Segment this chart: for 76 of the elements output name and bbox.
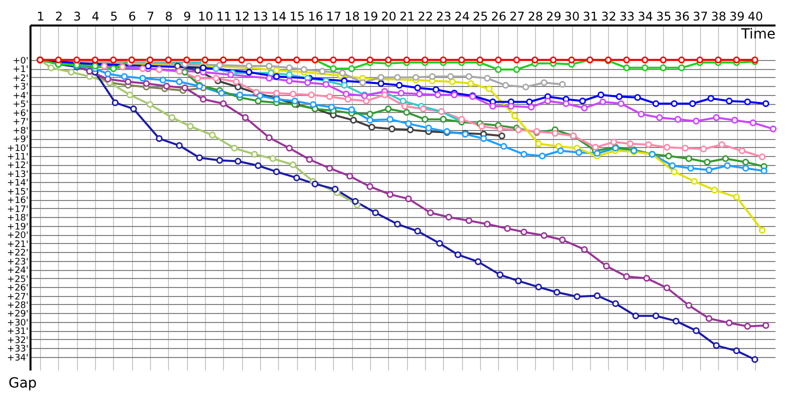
x-tick-label: 10	[198, 10, 214, 24]
x-tick-label: 15	[290, 10, 305, 24]
x-tick-label: 20	[381, 10, 396, 24]
y-tick-label: +9'	[12, 135, 28, 146]
x-tick-label: 23	[436, 10, 452, 24]
x-tick-label: 7	[146, 10, 154, 24]
x-tick-label: 27	[509, 10, 525, 24]
y-tick-label: +8'	[12, 126, 28, 136]
y-tick-label: +0'	[12, 56, 28, 66]
y-tick-label: +24'	[7, 266, 28, 276]
x-tick-label: 28	[528, 10, 544, 24]
x-tick-label: 12	[234, 10, 250, 24]
x-tick-label: 33	[619, 10, 635, 24]
x-tick-label: 24	[454, 10, 470, 24]
y-tick-label: +15'	[7, 187, 28, 198]
x-tick-label: 16	[308, 10, 324, 24]
y-tick-label: +2'	[12, 74, 28, 84]
y-axis-title: Gap	[8, 376, 37, 392]
y-tick-label: +30'	[7, 318, 28, 328]
y-tick-label: +31'	[7, 327, 28, 338]
y-tick-label: +17'	[7, 204, 28, 215]
x-tick-label: 29	[546, 10, 562, 24]
y-tick-label: +7'	[12, 118, 28, 128]
x-tick-label: 26	[491, 10, 506, 24]
x-tick-label: 2	[55, 10, 63, 24]
y-tick-label: +33'	[7, 344, 28, 355]
y-tick-label: +14'	[7, 178, 28, 189]
x-tick-label: 34	[638, 10, 654, 24]
x-tick-label: 31	[582, 10, 598, 24]
x-tick-label: 18	[344, 10, 360, 24]
x-tick-label: 4	[92, 10, 100, 24]
x-tick-label: 19	[362, 10, 378, 24]
y-tick-label: +10'	[7, 144, 28, 154]
y-tick-label: +13'	[7, 170, 28, 180]
y-tick-label: +34'	[7, 353, 28, 364]
y-tick-label: +1'	[12, 65, 28, 76]
y-tick-label: +18'	[7, 214, 28, 224]
y-tick-label: +20'	[7, 231, 28, 242]
x-tick-label: 11	[216, 10, 232, 24]
y-tick-label: +32'	[7, 336, 28, 346]
x-tick-label: 22	[418, 10, 434, 24]
x-tick-label: 39	[729, 10, 745, 24]
x-tick-label: 3	[73, 10, 82, 24]
y-tick-label: +16'	[7, 196, 28, 206]
y-tick-label: +28'	[7, 300, 28, 311]
x-axis-title: Time	[740, 26, 776, 42]
x-tick-label: 35	[656, 10, 672, 24]
y-tick-label: +23'	[7, 257, 28, 268]
x-tick-label: 25	[472, 10, 488, 24]
y-tick-label: +22'	[7, 248, 28, 259]
x-tick-label: 13	[252, 10, 268, 24]
x-tick-label: 36	[674, 10, 690, 24]
x-tick-label: 17	[326, 10, 342, 24]
y-tick-label: +5'	[12, 100, 28, 110]
x-tick-label: 6	[128, 10, 136, 24]
y-tick-label: +29'	[7, 310, 28, 320]
y-tick-label: +27'	[7, 292, 28, 302]
x-tick-label: 1	[36, 10, 44, 24]
y-tick-label: +21'	[7, 240, 28, 250]
y-tick-label: +26'	[7, 284, 28, 294]
x-tick-label: 14	[271, 10, 286, 24]
x-tick-label: 21	[399, 10, 415, 24]
y-tick-label: +3'	[12, 82, 28, 93]
y-tick-label: +4'	[12, 91, 28, 102]
x-tick-label: 8	[165, 10, 173, 24]
x-tick-label: 40	[748, 10, 763, 24]
x-tick-label: 38	[711, 10, 726, 24]
x-tick-label: 30	[564, 10, 580, 24]
x-tick-label: 32	[601, 10, 616, 24]
x-tick-label: 5	[110, 10, 118, 24]
x-tick-label: 9	[183, 10, 192, 24]
y-tick-label: +19'	[7, 222, 28, 232]
y-tick-label: +25'	[7, 274, 28, 285]
y-tick-label: +6'	[12, 108, 28, 119]
x-tick-label: 37	[692, 10, 708, 24]
y-tick-label: +12'	[7, 161, 28, 172]
